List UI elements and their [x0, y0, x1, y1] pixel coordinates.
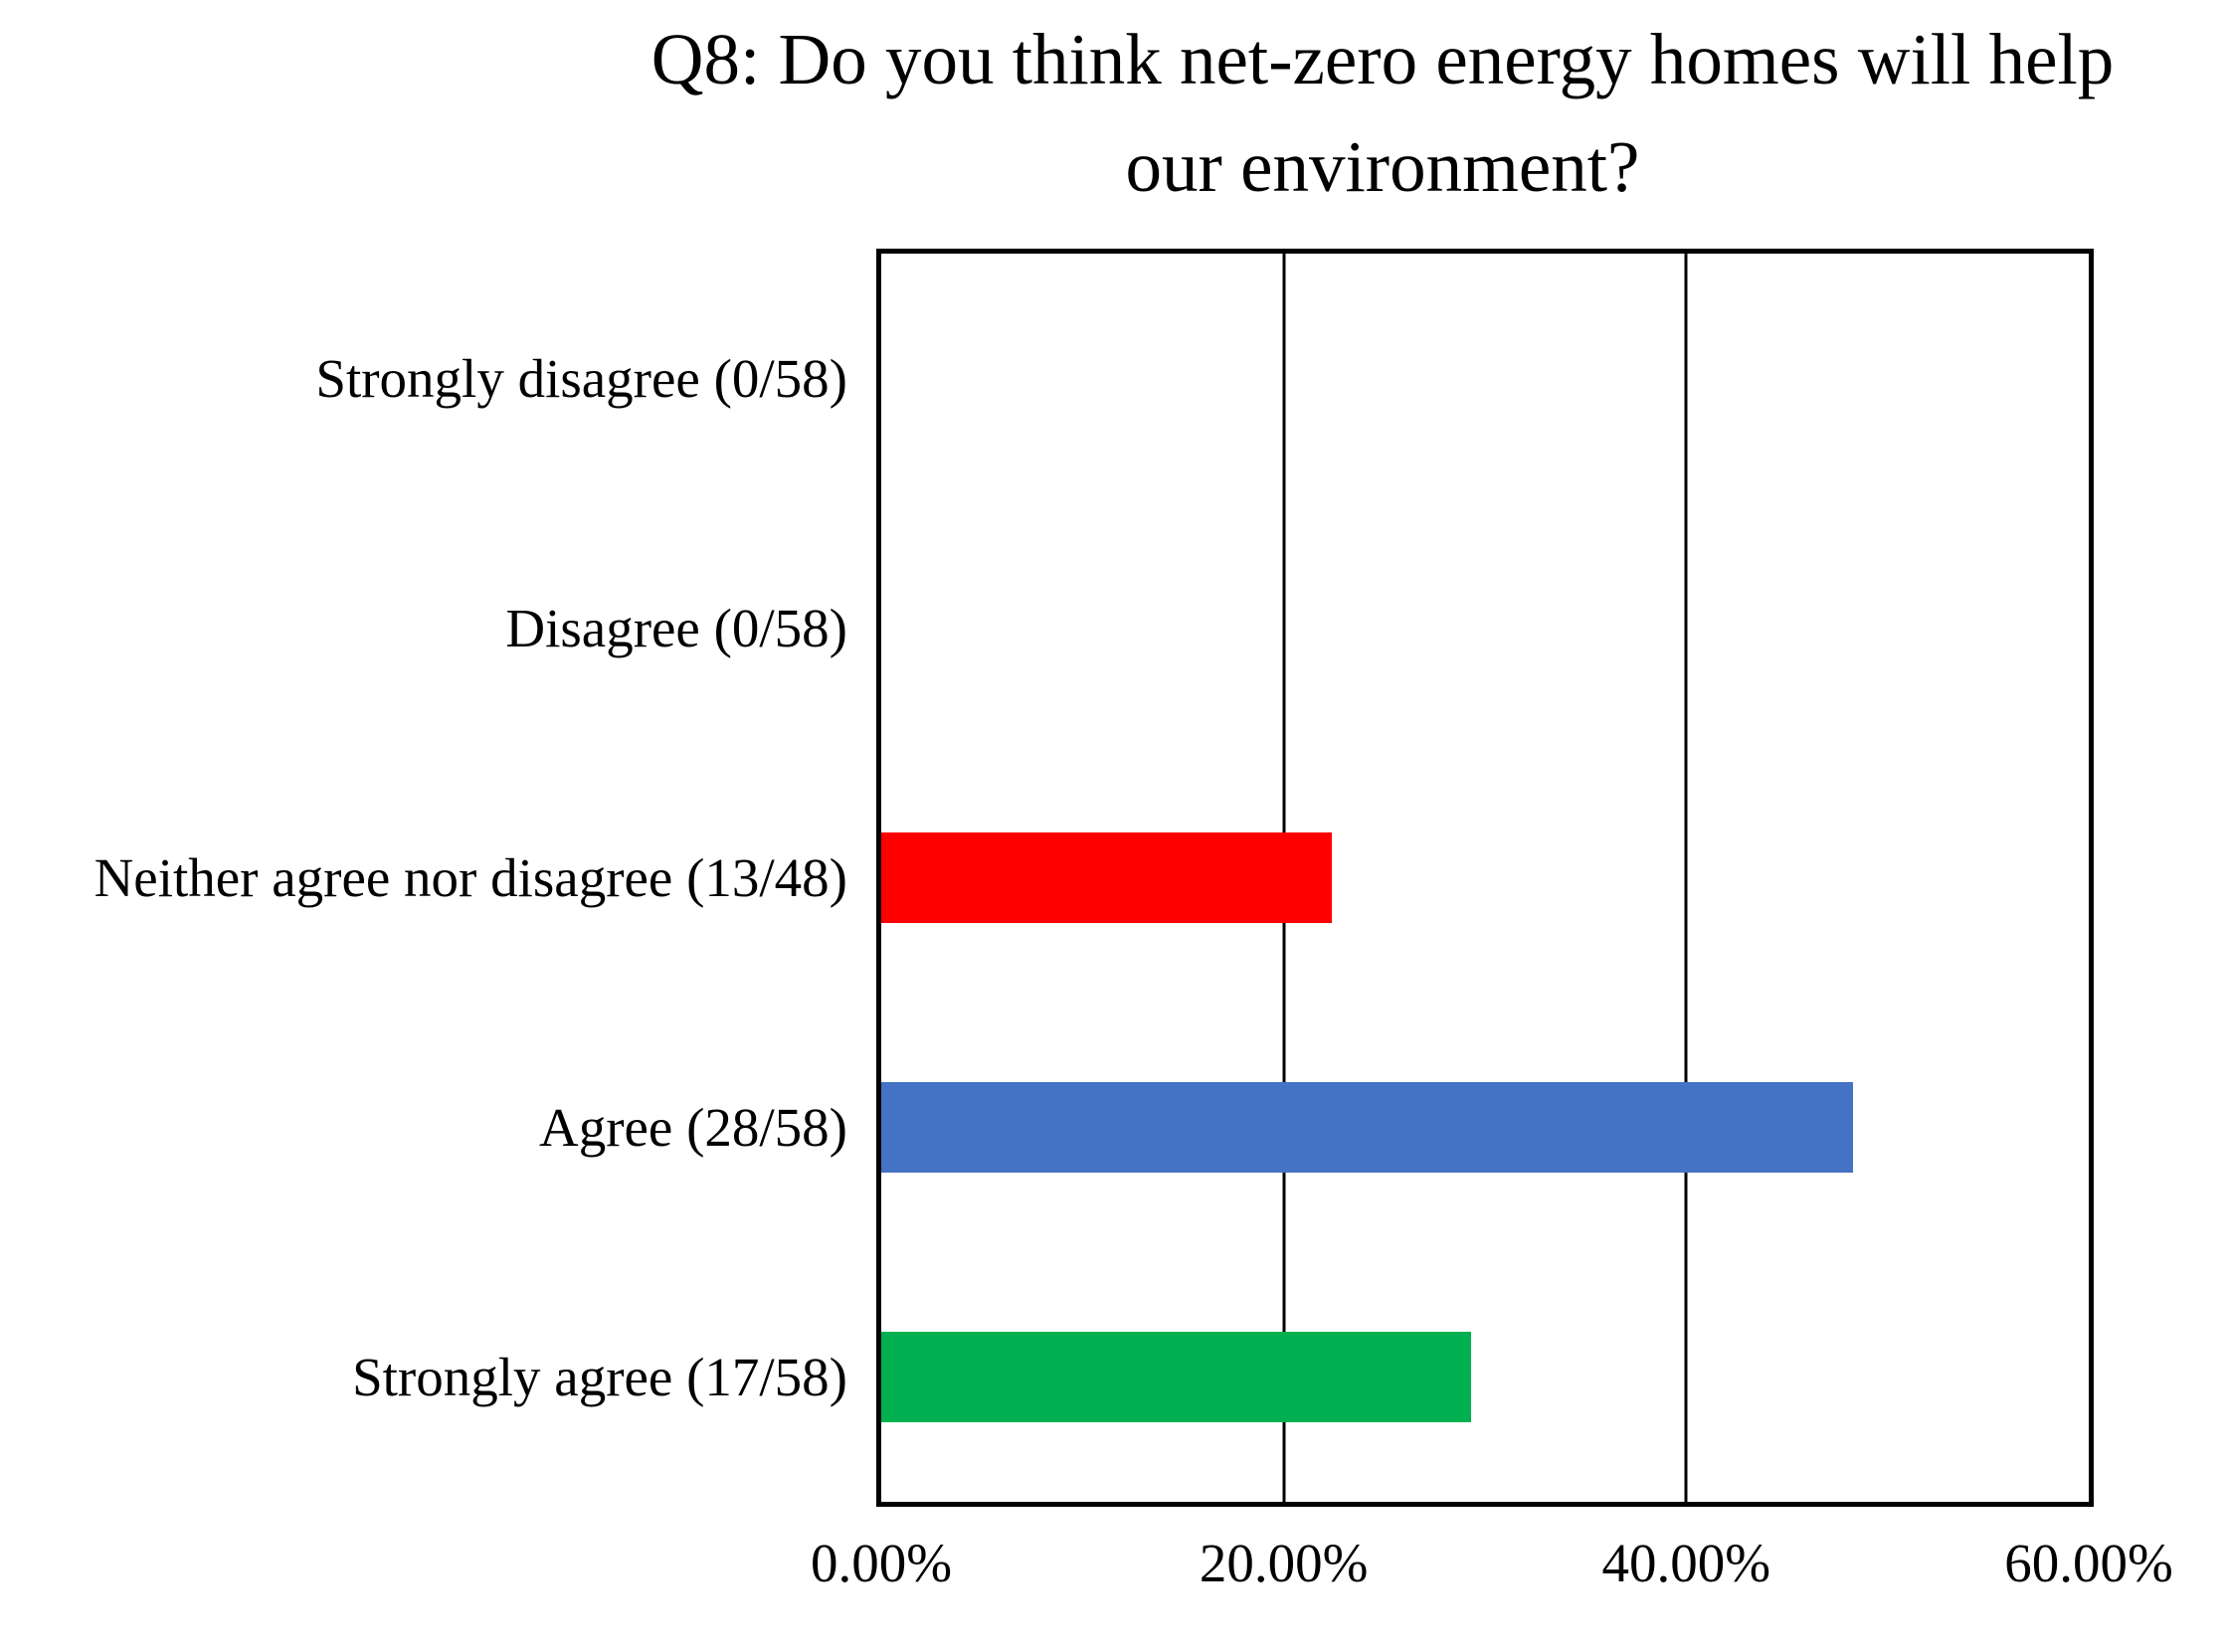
bar-row: [881, 254, 2089, 503]
plot-area: [876, 249, 2094, 1507]
bar-row: [881, 503, 2089, 753]
category-label: Strongly agree (17/58): [352, 1347, 847, 1407]
category-label: Disagree (0/58): [505, 598, 847, 658]
x-axis-tick-label: 40.00%: [1601, 1533, 1771, 1593]
chart-title-line-1: Q8: Do you think net-zero energy homes w…: [650, 19, 2115, 99]
category-label: Strongly disagree (0/58): [315, 348, 847, 409]
category-labels: Strongly disagree (0/58) Disagree (0/58) N…: [0, 254, 847, 1502]
bar: [881, 832, 1333, 923]
x-axis-ticks: 0.00% 20.00% 40.00% 60.00%: [811, 1532, 2173, 1611]
bars: [881, 254, 2089, 1502]
category-label: Agree (28/58): [538, 1097, 847, 1158]
bar: [881, 1082, 1853, 1173]
x-axis-tick-label: 0.00%: [810, 1533, 953, 1593]
chart-title-line-2: our environment?: [1125, 126, 1640, 208]
bar-row: [881, 1252, 2089, 1502]
x-axis-tick-label: 60.00%: [2004, 1533, 2173, 1593]
gridline: [1684, 254, 1688, 1502]
bar-row: [881, 753, 2089, 1003]
category-label: Neither agree nor disagree (13/48): [93, 847, 847, 908]
x-axis-tick-label: 20.00%: [1199, 1533, 1369, 1593]
chart-title: Q8: Do you think net-zero energy homes w…: [538, 6, 2227, 221]
bar-row: [881, 1003, 2089, 1252]
bar: [881, 1332, 1472, 1422]
